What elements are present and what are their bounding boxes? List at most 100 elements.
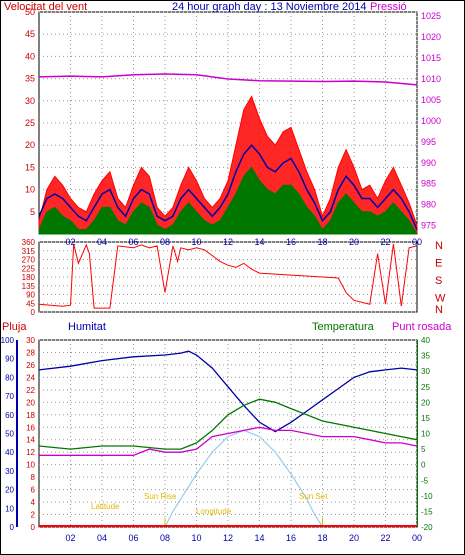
wind-x-tick-label: 12 (223, 237, 233, 247)
ht-x-tick-label: 20 (349, 533, 359, 543)
direction-tick-label: 225 (22, 264, 36, 273)
rain-tick-label: 8 (31, 473, 36, 482)
direction-tick-label: 135 (22, 282, 36, 291)
pressure-tick-label: 1020 (421, 32, 441, 42)
chart-title: 24 hour graph day : 13 Noviembre 2014 (172, 1, 366, 13)
ht-x-tick-label: 22 (380, 533, 390, 543)
pressure-tick-label: 995 (421, 137, 436, 147)
wind-avg-line (38, 144, 418, 230)
direction-tick-label: 360 (22, 238, 36, 247)
humidity-tick-label: 100 (1, 336, 15, 345)
temperature-line (38, 398, 418, 450)
wind-tick-label: 10 (25, 185, 35, 195)
direction-tick-label: 315 (22, 247, 36, 256)
temperature-tick-label: 40 (421, 336, 430, 345)
pressure-tick-label: 975 (421, 221, 436, 231)
direction-line (38, 243, 418, 309)
legend-humidity: Humitat (68, 321, 106, 333)
wind-tick-label: 30 (25, 96, 35, 106)
axis-labels: 5101520253035404550975980985990995100010… (1, 7, 446, 543)
rain-tick-label: 30 (26, 336, 35, 345)
wind-x-tick-label: 02 (65, 237, 75, 247)
temperature-tick-label: -20 (421, 523, 433, 532)
ht-x-tick-label: 00 (412, 533, 422, 543)
ht-x-tick-label: 14 (254, 533, 264, 543)
dewpoint-line (39, 426, 418, 456)
temperature-tick-label: 0 (421, 461, 426, 470)
rain-tick-label: 4 (31, 498, 36, 507)
rain-tick-label: 6 (31, 486, 36, 495)
pressure-tick-label: 1000 (421, 116, 441, 126)
temperature-tick-label: 5 (421, 445, 426, 454)
wind-axis-label: Velocitat del vent (4, 1, 87, 13)
temperature-tick-label: 25 (421, 383, 430, 392)
rain-tick-label: 28 (26, 348, 35, 357)
ht-x-tick-label: 02 (65, 533, 75, 543)
humidity-tick-label: 70 (5, 392, 14, 401)
rain-tick-label: 24 (26, 373, 35, 382)
wind-min-area (38, 166, 418, 235)
temperature-tick-label: 30 (421, 367, 430, 376)
legend-temperature: Temperatura (312, 321, 375, 333)
humidity-tick-label: 20 (5, 486, 14, 495)
temperature-tick-label: -10 (421, 492, 433, 501)
wind-x-tick-label: 14 (254, 237, 264, 247)
wind-tick-label: 25 (25, 118, 35, 128)
ht-x-tick-label: 16 (286, 533, 296, 543)
wind-tick-label: 35 (25, 74, 35, 84)
ht-x-tick-label: 04 (97, 533, 107, 543)
wind-x-tick-label: 18 (317, 237, 327, 247)
wind-tick-label: 45 (25, 29, 35, 39)
temperature-tick-label: 15 (421, 414, 430, 423)
direction-tick-label: 90 (26, 291, 35, 300)
humidity-tick-label: 30 (5, 467, 14, 476)
temperature-tick-label: -15 (421, 507, 433, 516)
rain-tick-label: 12 (26, 448, 35, 457)
ht-x-tick-label: 18 (317, 533, 327, 543)
temperature-tick-label: 35 (421, 352, 430, 361)
pressure-tick-label: 1015 (421, 53, 441, 63)
wind-series (38, 73, 418, 235)
sunset-label: Sun Set (299, 492, 328, 501)
humidity-tick-label: 10 (5, 504, 14, 513)
pressure-tick-label: 980 (421, 200, 436, 210)
direction-compass-label: E (435, 258, 442, 270)
ht-x-tick-label: 06 (128, 533, 138, 543)
wind-x-tick-label: 08 (160, 237, 170, 247)
elevation-label: Longitude (196, 507, 232, 516)
wind-x-tick-label: 10 (191, 237, 201, 247)
pressure-tick-label: 1025 (421, 11, 441, 21)
rain-tick-label: 10 (26, 461, 35, 470)
direction-compass-label: N (435, 304, 443, 316)
wind-x-tick-label: 20 (349, 237, 359, 247)
rain-tick-label: 0 (31, 523, 36, 532)
pressure-tick-label: 1005 (421, 95, 441, 105)
ht-x-tick-label: 10 (191, 533, 201, 543)
wind-tick-label: 50 (25, 7, 35, 17)
direction-series (38, 243, 418, 309)
temperature-tick-label: -5 (421, 476, 429, 485)
humidity-tick-label: 0 (10, 523, 15, 532)
rain-tick-label: 14 (26, 436, 35, 445)
direction-tick-label: 0 (31, 308, 36, 317)
direction-tick-label: 45 (26, 299, 35, 308)
direction-tick-label: 270 (22, 256, 36, 265)
ht-x-tick-label: 08 (160, 533, 170, 543)
wind-x-tick-label: 00 (412, 237, 422, 247)
rain-tick-label: 16 (26, 423, 35, 432)
wind-x-tick-label: 04 (97, 237, 107, 247)
pressure-tick-label: 1010 (421, 74, 441, 84)
rain-tick-label: 22 (26, 386, 35, 395)
altitude-label: Latitude (91, 502, 120, 511)
wind-x-tick-label: 22 (380, 237, 390, 247)
direction-compass-label: N (435, 240, 443, 252)
rain-tick-label: 2 (31, 511, 36, 520)
rain-tick-label: 26 (26, 361, 35, 370)
humidity-tick-label: 40 (5, 448, 14, 457)
wind-tick-label: 5 (30, 207, 35, 217)
pressure-tick-label: 990 (421, 158, 436, 168)
legend-dewpoint: Punt rosada (392, 321, 452, 333)
direction-compass-label: S (435, 275, 442, 287)
temperature-tick-label: 20 (421, 398, 430, 407)
